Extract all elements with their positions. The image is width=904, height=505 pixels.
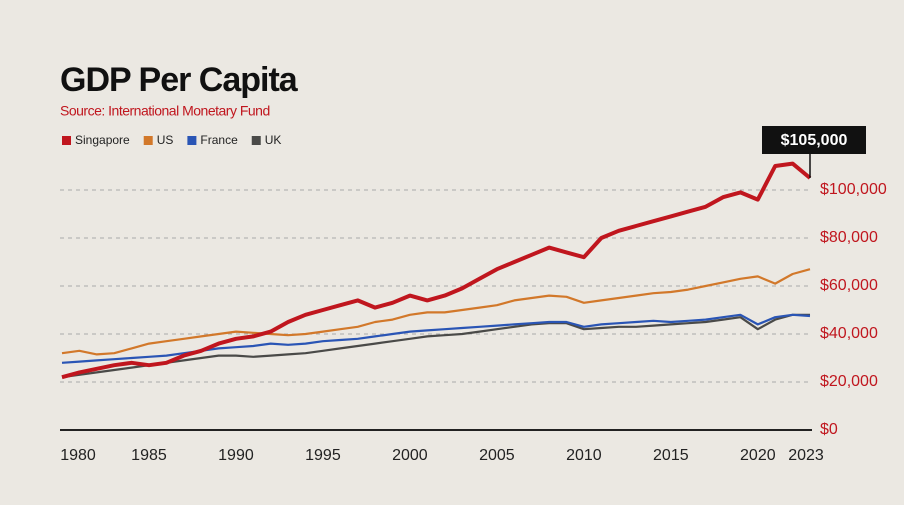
y-tick-label: $40,000	[820, 325, 878, 342]
legend-swatch	[143, 136, 153, 145]
y-tick-label: $100,000	[820, 181, 887, 198]
line	[61, 161, 812, 380]
legend-label: Singapore	[75, 133, 130, 147]
y-tick-label: $20,000	[820, 373, 878, 390]
annotation-label: $105,000	[781, 132, 848, 149]
x-tick-label: 2010	[566, 447, 602, 464]
x-tick-label: 2015	[653, 447, 689, 464]
x-tick-label: 1985	[131, 447, 167, 464]
x-tick-label: 1990	[218, 447, 254, 464]
x-tick-label: 2020	[740, 447, 776, 464]
chart-title: GDP Per Capita	[60, 61, 299, 99]
chart-subtitle: Source: International Monetary Fund	[60, 103, 270, 119]
y-tick-label: $80,000	[820, 229, 878, 246]
x-tick-label: 2000	[392, 447, 428, 464]
line	[61, 313, 810, 379]
legend-swatch	[187, 136, 197, 145]
legend-label: US	[157, 133, 174, 147]
annotation-box	[762, 126, 866, 154]
y-tick-label: $60,000	[820, 277, 878, 294]
legend-label: UK	[265, 133, 282, 147]
legend-swatch	[251, 136, 261, 145]
legend-swatch	[62, 136, 71, 145]
x-tick-label: 2005	[479, 447, 515, 464]
x-tick-label: 1995	[305, 447, 341, 464]
legend-label: France	[200, 133, 238, 147]
x-tick-label: 2023	[788, 447, 824, 464]
y-tick-label: $0	[820, 421, 838, 438]
x-tick-label: 1980	[60, 447, 96, 464]
line	[61, 268, 811, 356]
